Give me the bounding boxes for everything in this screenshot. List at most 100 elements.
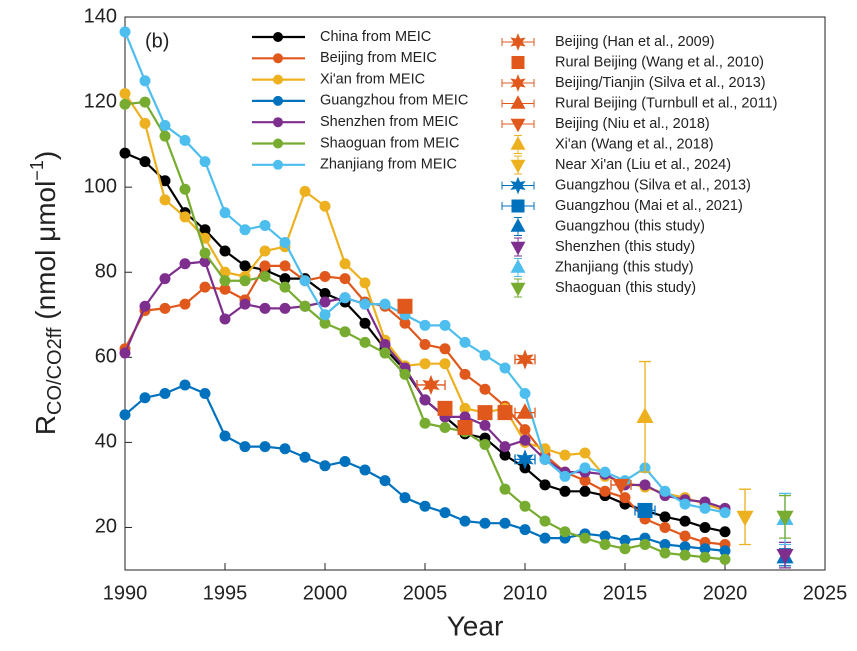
data-point <box>439 343 451 355</box>
data-point <box>239 298 251 310</box>
data-point <box>159 119 171 131</box>
y-tick-label: 40 <box>95 431 117 453</box>
data-point <box>239 260 251 272</box>
data-point <box>499 441 511 453</box>
data-point <box>119 347 131 359</box>
data-point <box>519 424 531 436</box>
data-point <box>559 470 571 482</box>
data-point <box>259 270 271 282</box>
data-point <box>559 449 571 461</box>
x-axis-label: Year <box>447 610 504 641</box>
data-point <box>659 521 671 533</box>
legend-label: Rural Beijing (Wang et al., 2010) <box>555 54 764 70</box>
data-point <box>559 485 571 497</box>
data-point <box>399 368 411 380</box>
data-point <box>199 247 211 259</box>
y-tick-label: 60 <box>95 346 117 368</box>
data-point <box>219 245 231 257</box>
data-point <box>379 298 391 310</box>
data-point <box>419 417 431 429</box>
marker <box>511 199 525 213</box>
data-point <box>339 273 351 285</box>
legend-label: Beijing from MEIC <box>320 50 437 66</box>
data-point <box>359 317 371 329</box>
data-point <box>299 275 311 287</box>
x-tick-label: 2000 <box>303 582 348 604</box>
data-point <box>699 551 711 563</box>
data-point <box>539 515 551 527</box>
marker <box>510 74 526 92</box>
y-label-part: −1 <box>27 160 47 181</box>
data-point <box>139 75 151 87</box>
data-point <box>119 409 131 421</box>
legend-label: Guangzhou (Mai et al., 2021) <box>555 198 743 214</box>
legend-label: Shaoguan from MEIC <box>320 135 459 151</box>
data-point <box>559 526 571 538</box>
data-point <box>579 532 591 544</box>
data-point <box>259 302 271 314</box>
marker <box>637 502 653 518</box>
data-point <box>219 430 231 442</box>
marker <box>510 259 526 273</box>
marker <box>516 403 534 419</box>
x-tick-label: 2010 <box>503 582 548 604</box>
data-point <box>519 434 531 446</box>
legend-marker <box>273 74 283 85</box>
marker <box>776 510 794 527</box>
data-point <box>419 394 431 406</box>
x-tick-label: 1995 <box>203 582 248 604</box>
legend-marker <box>273 159 283 170</box>
data-point <box>179 134 191 146</box>
data-point <box>459 368 471 380</box>
data-point <box>279 260 291 272</box>
data-point <box>219 275 231 287</box>
data-point <box>499 483 511 495</box>
marker <box>510 159 526 174</box>
data-point <box>419 339 431 351</box>
data-point <box>479 349 491 361</box>
marker <box>736 510 754 527</box>
plot-frame <box>124 16 826 571</box>
data-point <box>599 485 611 497</box>
y-label-part: CO/CO2ff <box>44 327 66 415</box>
y-tick-label: 80 <box>95 261 117 283</box>
data-point <box>539 479 551 491</box>
marker <box>516 349 534 370</box>
data-point <box>279 281 291 293</box>
data-point <box>239 275 251 287</box>
legend-marker <box>273 138 283 149</box>
data-point <box>539 453 551 465</box>
marker <box>437 400 453 416</box>
data-point <box>359 464 371 476</box>
data-point <box>679 530 691 542</box>
y-tick-label: 100 <box>84 175 117 197</box>
data-point <box>379 347 391 359</box>
data-point <box>719 507 731 519</box>
x-tick-label: 2015 <box>603 582 648 604</box>
data-point <box>379 475 391 487</box>
data-point <box>359 336 371 348</box>
data-point <box>679 549 691 561</box>
data-point <box>139 300 151 312</box>
marker <box>776 549 794 565</box>
marker <box>397 298 413 314</box>
data-point <box>299 185 311 197</box>
y-label-part: ) <box>30 151 61 160</box>
data-point <box>219 207 231 219</box>
legend-label: Shaoguan (this study) <box>555 280 696 296</box>
data-point <box>399 492 411 504</box>
data-point <box>439 319 451 331</box>
legend-marker <box>273 53 283 64</box>
marker <box>510 136 526 150</box>
data-point <box>719 526 731 538</box>
data-point <box>539 532 551 544</box>
data-point <box>319 200 331 212</box>
data-point <box>319 309 331 321</box>
data-point <box>459 515 471 527</box>
legend-label: Xi'an (Wang et al., 2018) <box>555 136 714 152</box>
data-point <box>639 538 651 550</box>
data-point <box>219 313 231 325</box>
data-point <box>259 260 271 272</box>
data-point <box>119 147 131 159</box>
data-point <box>259 245 271 257</box>
